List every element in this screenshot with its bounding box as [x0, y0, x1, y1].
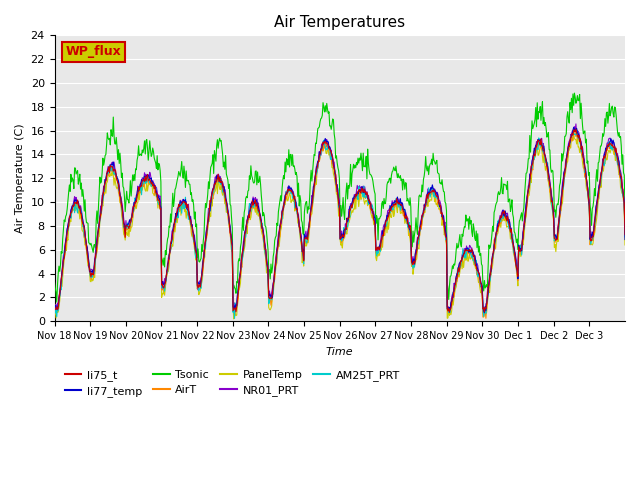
Text: WP_flux: WP_flux — [66, 45, 122, 59]
Title: Air Temperatures: Air Temperatures — [274, 15, 405, 30]
Y-axis label: Air Temperature (C): Air Temperature (C) — [15, 123, 25, 233]
Legend: li75_t, li77_temp, Tsonic, AirT, PanelTemp, NR01_PRT, AM25T_PRT: li75_t, li77_temp, Tsonic, AirT, PanelTe… — [60, 365, 404, 401]
X-axis label: Time: Time — [326, 347, 353, 357]
